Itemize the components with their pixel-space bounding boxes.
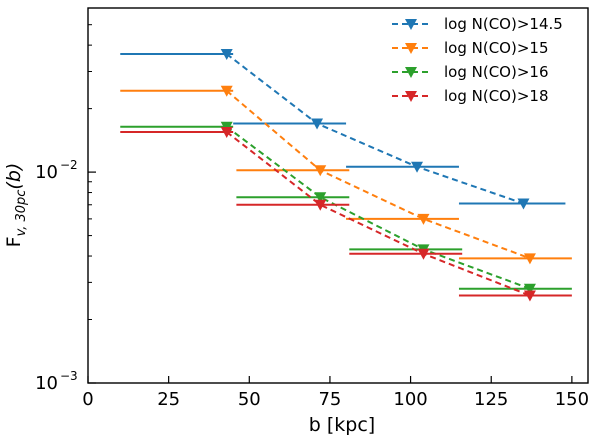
legend-item-1: log N(CO)>14.5 <box>392 15 563 33</box>
x-tick-label: 75 <box>318 389 341 410</box>
data-point <box>314 192 327 204</box>
legend-marker <box>405 67 417 78</box>
y-tick-label: 10 <box>35 373 58 394</box>
data-point <box>314 199 327 211</box>
x-tick-label: 25 <box>157 389 180 410</box>
y-tick-label-exponent: −2 <box>60 158 78 172</box>
legend-item-4: log N(CO)>18 <box>392 87 549 105</box>
x-tick-label: 0 <box>82 389 93 410</box>
series-3 <box>120 121 572 295</box>
data-point <box>417 248 430 260</box>
y-axis-label: Fv, 30pc(b) <box>3 163 29 248</box>
x-tick-label: 150 <box>555 389 589 410</box>
series-2 <box>120 85 572 265</box>
y-axis-label-base: F <box>3 236 25 247</box>
legend-item-3: log N(CO)>16 <box>392 63 549 81</box>
x-tick-label: 100 <box>393 389 427 410</box>
legend-item-2: log N(CO)>15 <box>392 39 549 57</box>
plot-frame <box>87 7 589 384</box>
series-line <box>226 131 531 297</box>
y-tick-label-exponent: −3 <box>60 369 78 383</box>
data-point <box>220 49 233 61</box>
legend-marker <box>405 19 417 30</box>
data-point <box>314 165 327 177</box>
legend-label: log N(CO)>18 <box>444 87 549 105</box>
data-point <box>523 253 536 265</box>
legend-label: log N(CO)>16 <box>444 63 549 81</box>
data-point <box>220 85 233 97</box>
series-1 <box>120 49 566 210</box>
x-tick-label: 50 <box>238 389 261 410</box>
legend-label: log N(CO)>14.5 <box>444 15 563 33</box>
series-4 <box>120 126 572 302</box>
svg-text:Fv, 30pc(b): Fv, 30pc(b) <box>3 163 29 248</box>
x-axis-label: b [kpc] <box>309 414 375 436</box>
data-point <box>523 290 536 302</box>
data-point <box>311 118 324 130</box>
series-line <box>226 126 531 290</box>
legend-marker <box>405 43 417 54</box>
y-axis-label-arg: (b) <box>3 163 25 190</box>
legend-label: log N(CO)>15 <box>444 39 549 57</box>
y-axis-label-subscript: v, 30pc <box>14 190 29 237</box>
data-point <box>517 198 530 210</box>
data-point <box>523 283 536 295</box>
x-tick-label: 125 <box>474 389 508 410</box>
data-point <box>411 161 424 173</box>
legend-marker <box>405 91 417 102</box>
plot-area <box>120 49 572 302</box>
series-line <box>226 90 531 260</box>
y-tick-label: 10 <box>35 162 58 183</box>
data-point <box>417 213 430 225</box>
legend: log N(CO)>14.5 log N(CO)>15 log N(CO)>16 lo… <box>392 15 563 105</box>
data-point <box>220 126 233 138</box>
